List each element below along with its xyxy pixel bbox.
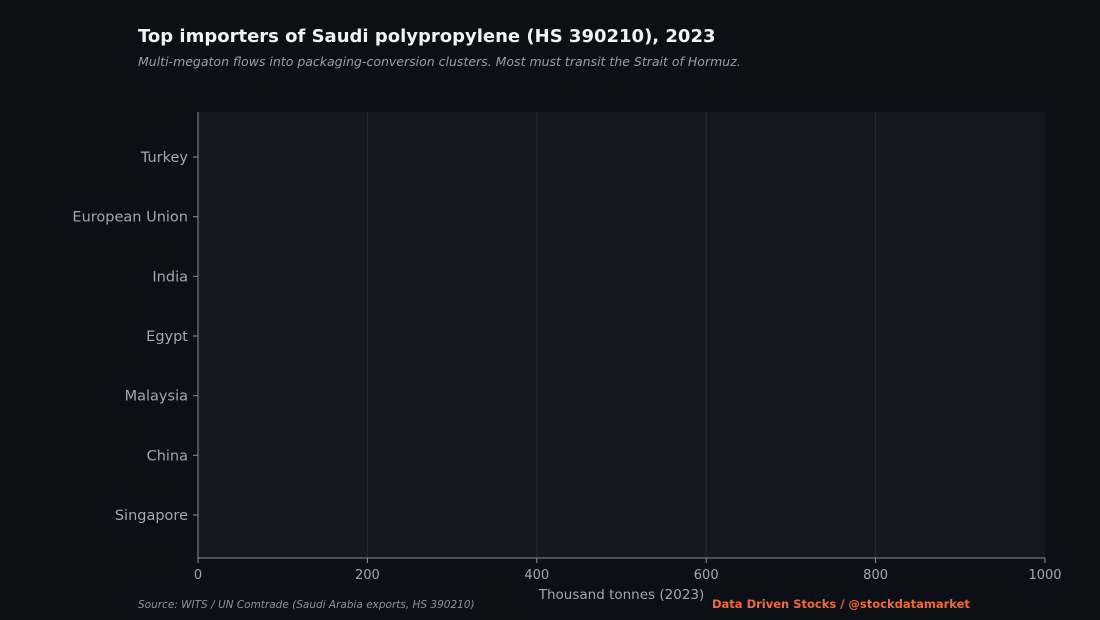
x-tick-label: 400 (524, 568, 549, 583)
y-tick-label: India (152, 269, 188, 285)
x-ticks: 0 200 400 600 800 1000 (194, 558, 1062, 583)
y-tick-label: Singapore (115, 508, 188, 524)
x-tick-label: 1000 (1028, 568, 1061, 583)
y-ticks: Turkey European Union India Egypt Malaysia Ch… (72, 150, 198, 524)
x-tick-label: 800 (863, 568, 888, 583)
y-tick-label: European Union (72, 210, 188, 226)
x-tick-label: 0 (194, 568, 202, 583)
grid-lines (366, 112, 877, 558)
plot-area (198, 112, 1045, 558)
y-tick-label: Turkey (140, 150, 189, 166)
y-tick-label: Egypt (146, 329, 188, 345)
source-note: Source: WITS / UN Comtrade (Saudi Arabia… (138, 599, 475, 611)
x-tick-label: 200 (355, 568, 380, 583)
x-tick-label: 600 (694, 568, 719, 583)
x-axis-label: Thousand tonnes (2023) (538, 587, 705, 603)
chart-title: Top importers of Saudi polypropylene (HS… (138, 26, 716, 47)
brand-credit: Data Driven Stocks / @stockdatamarket (712, 597, 970, 611)
y-tick-label: China (147, 448, 188, 464)
y-tick-label: Malaysia (125, 389, 188, 405)
chart-subtitle: Multi-megaton flows into packaging-conve… (138, 54, 741, 69)
